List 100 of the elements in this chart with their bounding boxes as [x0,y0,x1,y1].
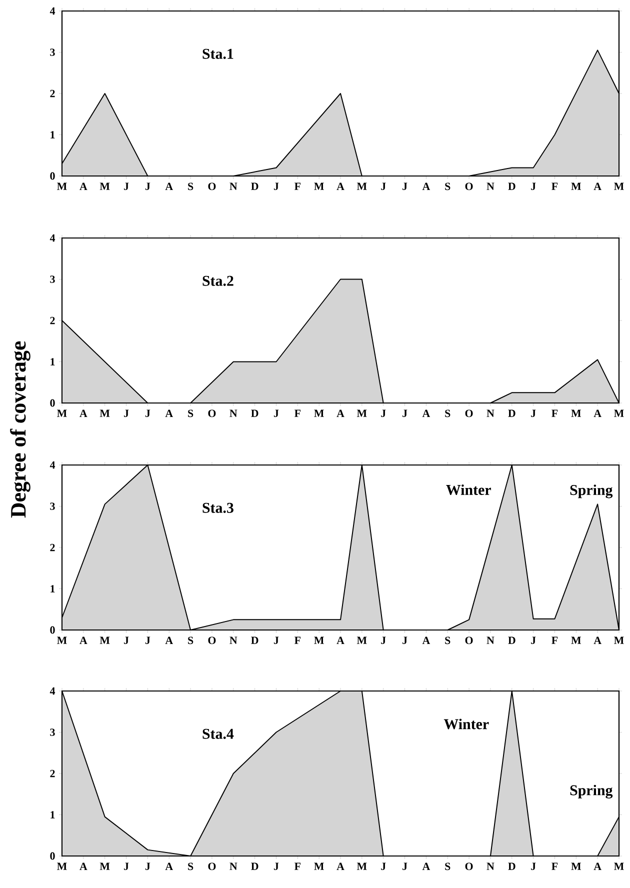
x-tick-label: S [445,636,450,644]
x-tick-label: D [508,636,516,644]
x-tick-label: J [402,636,408,644]
x-tick-label: O [208,636,216,644]
x-tick-label: A [594,410,602,417]
x-tick-label: A [80,862,88,870]
x-tick-label: A [336,410,344,417]
x-tick-label: F [294,182,300,190]
x-tick-label: O [465,182,473,190]
x-tick-label: A [594,182,602,190]
annotation: Winter [444,718,489,730]
y-tick-label: 3 [50,276,55,283]
x-tick-label: M [614,862,624,870]
x-tick-label: M [614,182,624,190]
annotation: Spring [570,484,613,498]
x-tick-label: J [402,862,408,870]
x-tick-label: N [486,182,494,190]
x-tick-label: N [486,862,494,870]
x-tick-label: M [57,182,67,190]
x-tick-label: F [294,636,300,644]
x-tick-label: J [274,182,279,190]
y-tick-label: 1 [50,585,55,592]
x-tick-label: D [508,410,516,417]
x-tick-label: J [274,862,279,870]
x-tick-label: N [486,410,494,417]
x-tick-label: A [336,636,344,644]
y-tick-label: 2 [50,90,55,98]
x-tick-label: N [230,636,238,644]
y-tick-label: 4 [50,7,56,15]
x-tick-label: F [552,182,558,190]
x-tick-label: N [230,182,238,190]
x-tick-label: J [402,182,408,190]
x-tick-label: J [381,862,386,870]
x-tick-label: M [314,182,324,190]
x-tick-label: M [314,410,324,417]
y-tick-label: 2 [50,544,55,552]
x-tick-label: O [208,862,216,870]
x-tick-label: J [381,636,386,644]
x-tick-label: A [165,862,173,870]
x-tick-label: M [57,636,67,644]
y-tick-label: 1 [50,131,55,138]
x-tick-label: M [100,636,110,644]
x-tick-label: J [145,182,150,190]
x-tick-label: D [251,410,258,417]
x-tick-label: N [486,636,494,644]
y-tick-label: 1 [50,358,55,366]
text: Sta.2 [202,276,234,286]
y-axis-title: Degree of coverage [10,341,30,518]
text: Sta.1 [202,48,234,59]
x-tick-label: O [465,862,473,870]
y-tick-label: 1 [50,811,55,818]
y-tick-label: 3 [50,728,55,736]
x-tick-label: M [571,636,582,644]
x-tick-label: A [336,862,344,870]
x-tick-label: A [422,862,430,870]
x-tick-label: F [294,862,300,870]
x-tick-label: S [188,182,194,190]
x-tick-label: A [80,410,88,417]
x-tick-label: M [100,410,110,417]
x-tick-label: J [145,862,150,870]
y-tick-label: 0 [50,399,55,407]
x-tick-label: S [445,182,450,190]
x-tick-label: O [465,410,473,418]
y-tick-label: 4 [50,687,56,695]
annotation: Winter [446,484,491,496]
x-tick-label: O [465,636,473,644]
x-tick-label: N [230,410,238,417]
y-tick-label: 4 [50,234,56,242]
x-tick-label: M [356,182,367,190]
x-tick-label: F [552,636,558,644]
x-tick-label: J [381,410,386,418]
x-tick-label: J [124,636,129,644]
x-tick-label: S [188,862,194,870]
x-tick-label: M [614,410,624,417]
y-tick-label: 2 [50,316,55,324]
x-tick-label: M [356,410,367,417]
x-tick-label: A [422,182,430,190]
x-tick-label: S [188,636,194,644]
x-tick-label: J [124,410,129,418]
x-tick-label: A [422,410,430,417]
x-tick-label: O [208,182,216,190]
x-tick-label: O [208,410,216,418]
y-tick-label: 0 [50,172,55,180]
x-tick-label: A [422,636,430,644]
x-tick-label: M [356,636,367,644]
x-tick-label: N [230,862,238,870]
x-tick-label: J [402,410,408,418]
x-tick-label: F [552,862,558,870]
x-tick-label: F [294,410,300,417]
x-tick-label: J [124,862,129,870]
x-tick-label: J [531,862,536,870]
x-tick-label: D [251,182,258,190]
y-tick-label: 0 [50,852,55,860]
x-tick-label: A [336,182,344,190]
x-tick-label: A [594,636,602,644]
x-tick-label: M [314,862,324,870]
x-tick-label: F [552,410,558,417]
x-tick-label: M [571,862,582,870]
x-tick-label: A [165,410,173,417]
x-tick-label: A [165,636,173,644]
